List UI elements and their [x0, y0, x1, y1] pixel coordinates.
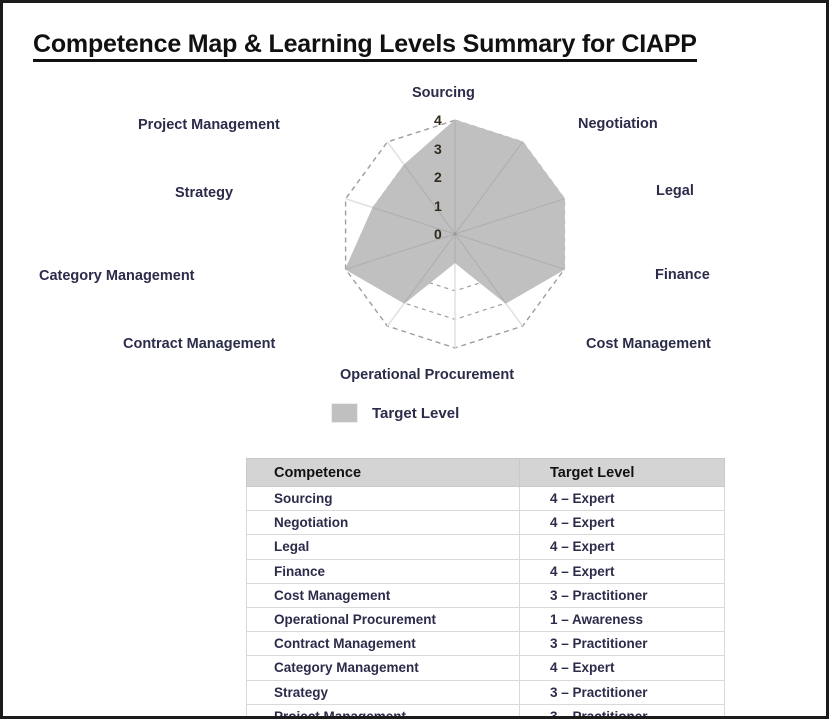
- cell-target-level: 4 – Expert: [519, 534, 725, 560]
- competence-table: Competence Target Level Sourcing 4 – Expe…: [246, 458, 725, 716]
- radar-axis-label-contract-management: Contract Management: [123, 336, 276, 352]
- radar-vertex-ray-8: [372, 207, 456, 235]
- table-row: Finance 4 – Expert: [246, 558, 725, 584]
- cell-target-level: 4 – Expert: [519, 485, 725, 512]
- table-body: Sourcing 4 – Expert Negotiation 4 – Expert L…: [246, 485, 725, 716]
- cell-competence: Negotiation: [246, 510, 520, 536]
- cell-target-level: 4 – Expert: [519, 510, 725, 536]
- cell-target-level: 1 – Awareness: [519, 606, 725, 633]
- legend-label-target-level: Target Level: [372, 404, 460, 422]
- cell-target-level: 3 – Practitioner: [519, 679, 725, 705]
- column-header-competence: Competence: [246, 458, 520, 487]
- cell-target-level: 3 – Practitioner: [519, 631, 725, 657]
- cell-competence: Cost Management: [246, 582, 520, 608]
- radar-tick-1: 1: [434, 197, 442, 214]
- column-header-target-level: Target Level: [519, 458, 725, 487]
- cell-competence: Operational Procurement: [246, 606, 520, 633]
- radar-axis-label-legal: Legal: [656, 183, 694, 199]
- table-row: Project Management 3 – Practitioner: [246, 703, 725, 716]
- radar-vertex-ray-2: [454, 198, 565, 235]
- cell-competence: Finance: [246, 558, 520, 584]
- radar-chart-svg: [344, 119, 566, 349]
- radar-vertex-ray-3: [454, 233, 565, 270]
- radar-vertex-ray-7: [345, 233, 456, 270]
- table-row: Category Management 4 – Expert: [246, 655, 725, 681]
- table-row: Strategy 3 – Practitioner: [246, 679, 725, 705]
- cell-competence: Contract Management: [246, 631, 520, 657]
- radar-axis-label-strategy: Strategy: [175, 185, 234, 201]
- cell-target-level: 3 – Practitioner: [519, 703, 725, 716]
- cell-competence: Strategy: [246, 679, 520, 705]
- radar-tick-3: 3: [434, 140, 442, 157]
- radar-vertex-ray-4: [454, 233, 507, 304]
- page-title: Competence Map & Learning Levels Summary…: [33, 31, 697, 63]
- radar-chart: Sourcing Negotiation Legal Finance Cost Mana…: [3, 81, 826, 391]
- cell-competence: Legal: [246, 534, 520, 560]
- cell-competence: Category Management: [246, 655, 520, 681]
- cell-competence: Project Management: [246, 703, 520, 716]
- radar-axis-label-project-management: Project Management: [138, 117, 280, 133]
- radar-center-hub: [453, 232, 457, 236]
- radar-axis-label-operational-procurement: Operational Procurement: [340, 367, 515, 383]
- radar-tick-0: 0: [434, 226, 442, 242]
- radar-axis-label-cost-management: Cost Management: [586, 336, 711, 352]
- table-header: Competence Target Level: [246, 458, 725, 487]
- radar-tick-2: 2: [434, 169, 442, 186]
- table-row: Sourcing 4 – Expert: [246, 485, 725, 512]
- radar-axis-label-finance: Finance: [655, 267, 710, 283]
- table-row: Negotiation 4 – Expert: [246, 510, 725, 536]
- radar-axis-label-category-management: Category Management: [39, 268, 195, 284]
- radar-vertex-ray-6: [403, 233, 456, 304]
- table-header-row: Competence Target Level: [246, 458, 725, 487]
- radar-axis-label-negotiation: Negotiation: [578, 116, 658, 132]
- legend-swatch-target-level: [331, 403, 358, 423]
- table-row: Operational Procurement 1 – Awareness: [246, 606, 725, 633]
- chart-legend: Target Level: [331, 403, 459, 423]
- table-row: Contract Management 3 – Practitioner: [246, 631, 725, 657]
- radar-axis-label-sourcing: Sourcing: [412, 85, 475, 101]
- radar-series-polygons: [344, 119, 565, 304]
- cell-target-level: 3 – Practitioner: [519, 582, 725, 608]
- radar-vertex-ray-9: [403, 164, 456, 235]
- table-row: Legal 4 – Expert: [246, 534, 725, 560]
- cell-competence: Sourcing: [246, 485, 520, 512]
- cell-target-level: 4 – Expert: [519, 655, 725, 681]
- cell-target-level: 4 – Expert: [519, 558, 725, 584]
- table-row: Cost Management 3 – Practitioner: [246, 582, 725, 608]
- radar-tick-4: 4: [434, 112, 442, 129]
- radar-vertex-ray-1: [454, 141, 524, 235]
